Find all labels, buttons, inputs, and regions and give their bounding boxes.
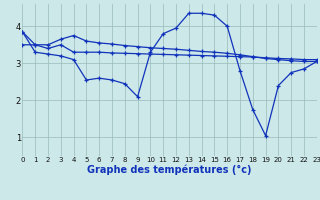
X-axis label: Graphe des températures (°c): Graphe des températures (°c) xyxy=(87,165,252,175)
